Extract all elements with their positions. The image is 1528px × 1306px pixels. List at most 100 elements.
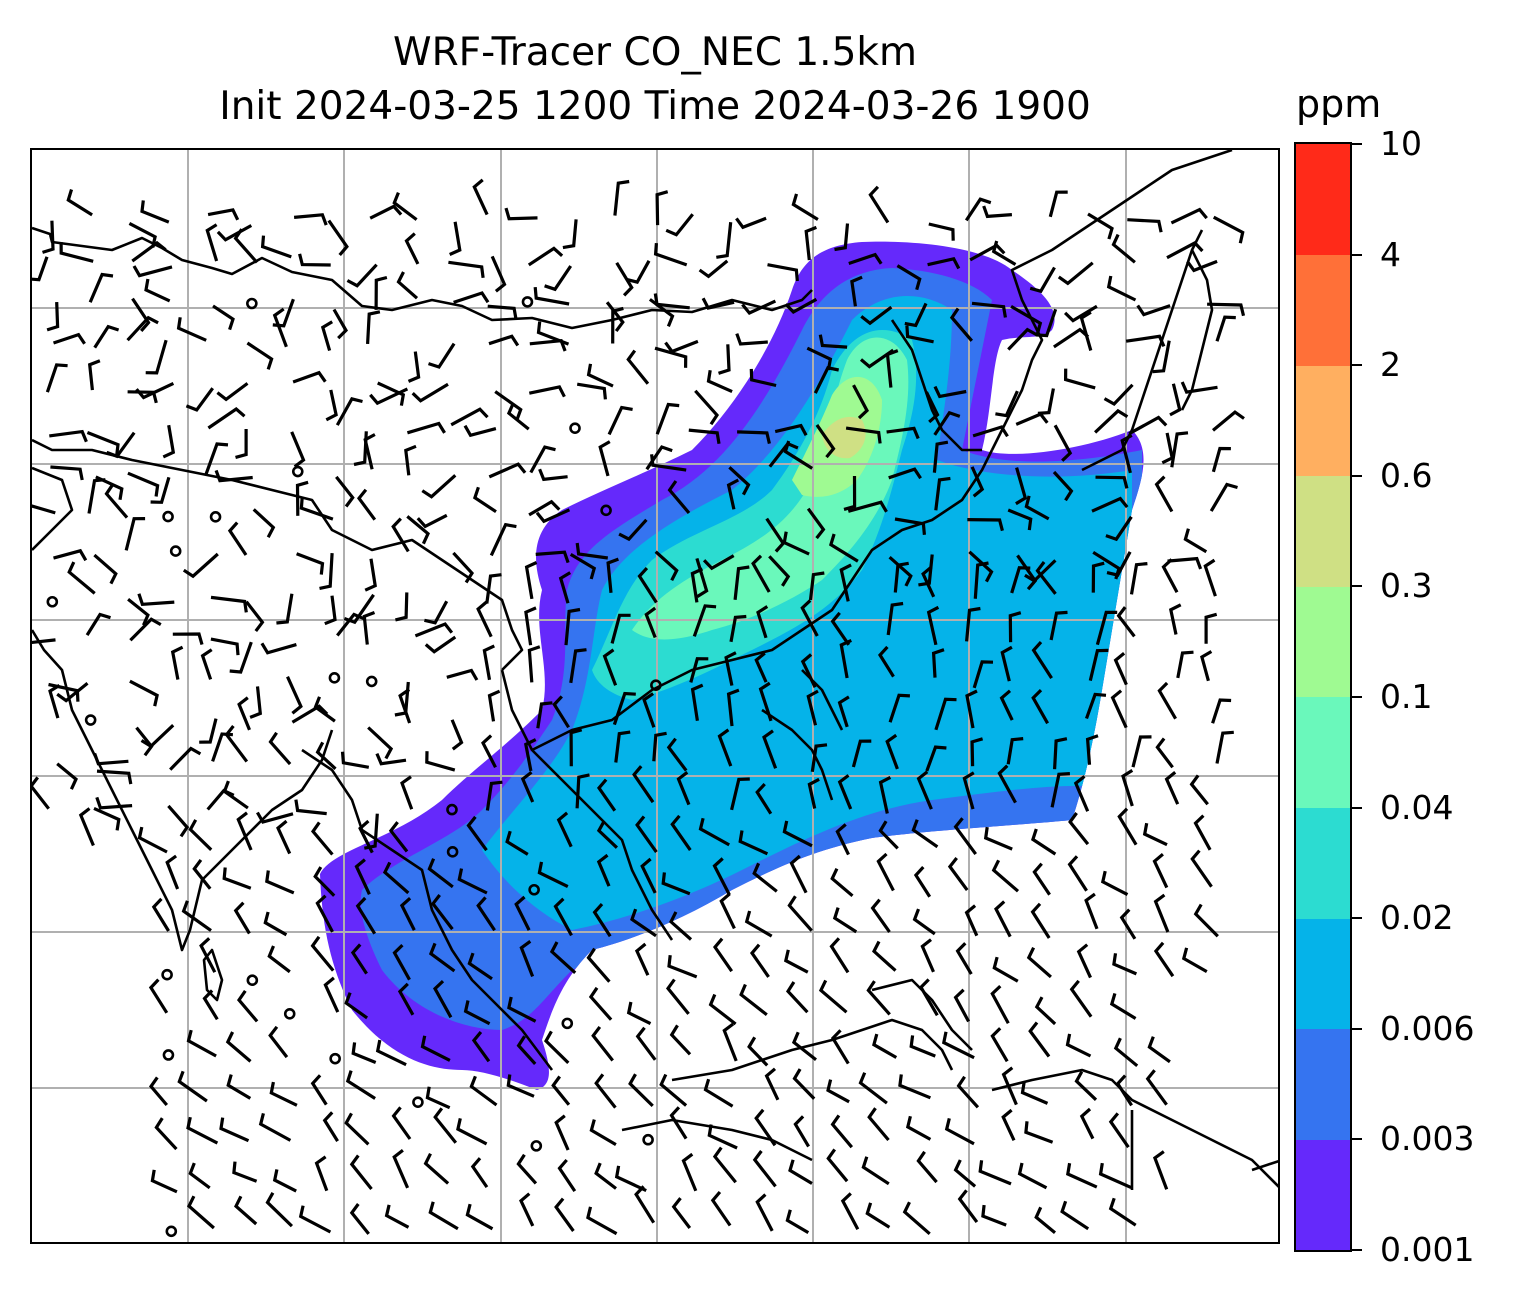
wind-barb xyxy=(739,983,768,1017)
calm-wind-marker xyxy=(329,1052,341,1065)
wind-barb xyxy=(181,900,212,932)
colorbar-tick xyxy=(1352,253,1362,256)
wind-barb xyxy=(830,868,854,898)
wind-barb xyxy=(928,222,955,241)
wind-barb xyxy=(867,1107,890,1142)
wind-barb xyxy=(562,219,578,250)
wind-barb xyxy=(973,561,989,599)
wind-barb xyxy=(476,600,493,638)
wind-barb xyxy=(398,688,412,724)
wind-barb xyxy=(1001,1066,1018,1106)
calm-wind-marker xyxy=(600,504,612,517)
coastline xyxy=(32,466,74,551)
coastline xyxy=(500,669,674,941)
wind-barb xyxy=(1167,556,1203,570)
wind-barb xyxy=(1116,606,1136,638)
wind-barb xyxy=(1113,652,1128,686)
wind-barb xyxy=(392,192,418,221)
wind-barb xyxy=(346,263,378,288)
wind-barb xyxy=(53,548,88,562)
wind-barb xyxy=(632,765,655,804)
wind-barb xyxy=(527,645,541,683)
wind-barb xyxy=(488,334,520,347)
wind-barb xyxy=(669,1024,692,1056)
wind-barb xyxy=(978,1160,1012,1186)
wind-barb xyxy=(207,406,246,430)
wind-barb xyxy=(708,993,737,1026)
wind-barb xyxy=(315,894,334,933)
wind-barb xyxy=(972,425,1009,438)
wind-barb xyxy=(528,385,566,398)
wind-barb xyxy=(355,896,377,935)
wind-barb xyxy=(487,689,501,722)
wind-barb xyxy=(847,500,888,513)
wind-barb xyxy=(487,304,518,320)
wind-barb xyxy=(729,614,747,643)
wind-barb xyxy=(655,402,680,435)
wind-barb xyxy=(782,531,810,556)
wind-barb xyxy=(315,741,337,770)
wind-barb xyxy=(349,1203,370,1235)
wind-barb xyxy=(878,775,892,814)
wind-barb xyxy=(983,826,1013,851)
wind-barb xyxy=(1035,561,1057,595)
wind-barb xyxy=(188,1162,211,1190)
wind-barb xyxy=(1115,1074,1133,1107)
wind-barb xyxy=(416,513,448,529)
wind-barb xyxy=(911,819,939,849)
wind-barb xyxy=(1125,334,1166,348)
wind-barb xyxy=(738,830,769,856)
wind-barb xyxy=(634,1185,656,1224)
wind-barb xyxy=(919,978,939,1017)
wind-barb xyxy=(423,1152,450,1185)
wind-barb xyxy=(396,271,419,300)
wind-barb xyxy=(859,348,895,369)
wind-barb xyxy=(148,978,169,1014)
wind-barb xyxy=(606,557,619,593)
wind-barb xyxy=(450,719,464,751)
wind-barb xyxy=(358,819,374,854)
wind-barb xyxy=(323,976,340,1013)
colorbar-tick-label: 4 xyxy=(1380,234,1401,274)
wind-barb xyxy=(399,897,416,931)
wind-barb xyxy=(1136,304,1171,317)
coastline xyxy=(990,150,1233,451)
wind-barb xyxy=(972,660,994,689)
colorbar-tick xyxy=(1352,1138,1362,1141)
wind-barb xyxy=(236,989,259,1023)
wind-barb xyxy=(896,264,922,291)
wind-barb xyxy=(1069,979,1093,1018)
wind-barb xyxy=(665,213,694,237)
wind-barb xyxy=(472,486,497,514)
wind-barb xyxy=(411,382,449,403)
wind-barb xyxy=(1212,215,1245,244)
wind-barb xyxy=(865,1202,891,1229)
wind-barb xyxy=(169,746,202,771)
wind-barb xyxy=(1111,233,1136,264)
wind-barb xyxy=(249,686,263,719)
wind-barb xyxy=(707,1124,738,1150)
wind-barb xyxy=(265,1192,294,1228)
wind-barb xyxy=(210,595,248,613)
wind-barb xyxy=(1157,681,1177,720)
wind-barb xyxy=(1065,1033,1092,1058)
wind-barb xyxy=(551,1075,571,1106)
wind-barb xyxy=(222,780,249,810)
wind-barb xyxy=(1034,996,1057,1026)
wind-barb xyxy=(1034,1206,1057,1234)
colorbar-segment xyxy=(1296,697,1350,809)
wind-barb xyxy=(669,911,693,941)
wind-barb xyxy=(420,1035,451,1062)
wind-barb xyxy=(1053,424,1073,462)
wind-barb xyxy=(858,1072,888,1105)
wind-barb xyxy=(192,858,212,890)
wind-barb xyxy=(941,1031,975,1060)
wind-barb xyxy=(482,644,495,681)
calm-wind-marker xyxy=(209,511,222,523)
wind-barb xyxy=(586,947,611,983)
wind-barb xyxy=(514,895,531,931)
wind-barb xyxy=(665,978,690,1015)
wind-barb xyxy=(640,857,657,894)
wind-barb xyxy=(995,390,1019,418)
wind-barb xyxy=(425,751,456,772)
